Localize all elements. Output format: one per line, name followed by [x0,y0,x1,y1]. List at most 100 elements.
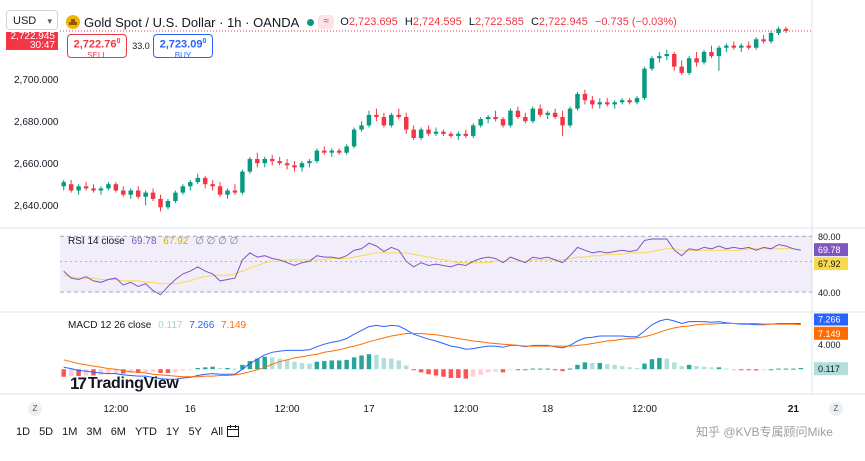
range-1m-button[interactable]: 1M [62,426,78,438]
candle-body [634,98,640,103]
macd-histogram-bar [657,357,662,370]
range-3m-button[interactable]: 3M [86,426,102,438]
range-6m-button[interactable]: 6M [110,426,126,438]
candle [307,159,312,168]
range-all-button[interactable]: All [210,426,224,438]
macd-histogram-bar [768,369,774,371]
candle-body [739,45,744,48]
macd-histogram-bar [98,369,104,375]
candle-body [158,198,163,208]
sell-button[interactable]: 2,722.760 SELL [67,34,127,60]
candle-body [597,102,603,105]
candle [590,96,595,109]
macd-histogram-bar [344,359,349,370]
time-axis: 12:00 16 12:00 17 12:00 18 12:00 21 [103,404,799,415]
candle-body [232,190,238,193]
macd-legend-line: 7.266 [189,320,215,331]
candle [470,123,476,138]
macd-histogram-bar [575,364,580,370]
macd-histogram-bar [255,358,260,370]
range-ytd-button[interactable]: YTD [134,426,157,438]
candle-body [188,182,193,187]
candles-layer [61,26,789,212]
buy-button[interactable]: 2,723.090 BUY [153,34,213,60]
macd-histogram-bar [418,369,424,373]
macd-histogram-bar [716,367,722,370]
macd-histogram-bar [508,369,513,371]
macd-histogram-bar [441,369,446,377]
candle-body [515,110,521,117]
zoom-reset-right-button[interactable]: Z [829,402,843,416]
macd-histogram-bar [381,357,387,370]
candle-body [753,39,759,48]
macd-histogram-bar [150,369,156,373]
bar-countdown: 30:47 [29,40,55,51]
candle-body [478,119,483,126]
macd-pane [61,318,804,380]
range-1y-button[interactable]: 1Y [165,426,180,438]
candle [456,131,461,141]
buy-price-sup: 0 [202,38,207,45]
candle [322,146,327,155]
macd-histogram-bar [113,369,119,374]
candle [746,41,751,50]
macd-line-box [814,313,848,326]
candle-body [128,190,133,195]
candle-body [448,133,454,136]
candle [649,56,655,71]
rsi-legend[interactable]: RSI 14 close 69.78 67.92 ∅ ∅ ∅ ∅ [68,236,238,247]
tradingview-logo[interactable]: 17 TradingView [70,374,179,394]
macd-histogram-bar [158,369,163,373]
macd-histogram-bar [262,356,267,370]
candle-body [761,39,766,42]
candle [478,117,483,128]
macd-histogram-bar [240,364,245,370]
candle [314,148,320,164]
macd-histogram-bar [739,369,744,371]
time-tick-label: 17 [363,404,375,415]
candle [701,49,707,65]
candle [567,106,573,128]
candle-body [500,119,506,126]
macd-title: MACD 12 26 close [68,320,152,331]
candle [329,148,334,157]
last-price-tag: 2,722.945 30:47 [6,32,58,51]
macd-histogram-bar [359,355,364,370]
replay-wave-icon[interactable]: ≈ [318,15,335,29]
candle [768,30,774,44]
range-5d-button[interactable]: 5D [39,426,54,438]
rsi-title: RSI 14 close [68,236,125,247]
macd-histogram-bar [403,365,409,370]
candle-body [143,192,148,197]
candle [709,45,714,59]
candle-body [359,125,364,130]
candle-body [716,47,722,57]
macd-histogram-bar [217,367,223,370]
candle [195,173,200,185]
candle [113,182,119,193]
candle-body [113,184,119,191]
macd-histogram-bar [597,362,603,370]
range-1d-button[interactable]: 1D [16,426,31,438]
candle [657,51,662,63]
go-to-date-calendar-icon[interactable] [226,424,240,441]
candle-body [76,186,81,191]
candle-body [389,114,394,126]
macd-histogram-bar [232,368,238,370]
candle-body [217,186,223,195]
candle [672,51,677,71]
macd-legend[interactable]: MACD 12 26 close 0.117 7.266 7.149 [68,320,246,331]
candle-body [284,163,290,166]
range-5y-button[interactable]: 5Y [188,426,202,438]
candle-body [485,117,491,120]
candle-body [91,188,96,191]
currency-select[interactable]: USD ▾ [6,10,58,30]
macd-histogram-bar [634,367,640,370]
candle-body [709,51,714,57]
zoom-reset-left-button[interactable]: Z [28,402,42,416]
macd-histogram-bar [567,368,573,370]
candle [180,184,186,195]
candle-body [307,161,312,164]
candle [403,112,409,134]
